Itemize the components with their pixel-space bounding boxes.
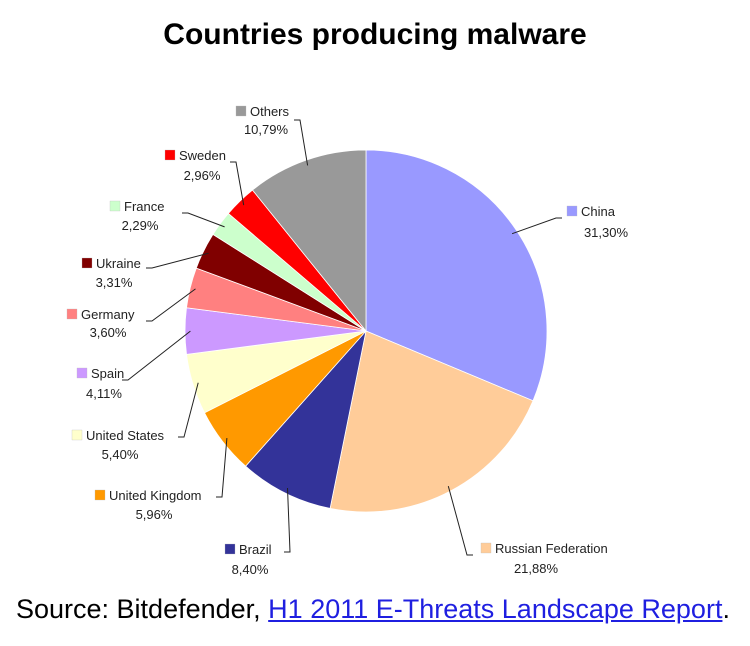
slice-label-ukraine: Ukraine — [96, 256, 141, 271]
legend-swatch-germany — [66, 308, 78, 320]
leader-line-brazil — [284, 487, 291, 553]
slice-value-united-states: 5,40% — [102, 447, 139, 462]
legend-swatch-spain — [76, 367, 88, 379]
leader-line-china — [511, 217, 562, 235]
legend-swatch-others — [235, 105, 247, 117]
leader-line-france — [182, 212, 225, 228]
slice-label-united-kingdom: United Kingdom — [109, 488, 202, 503]
leader-line-sweden — [230, 161, 245, 206]
slice-value-united-kingdom: 5,96% — [136, 507, 173, 522]
slice-value-china: 31,30% — [584, 225, 629, 240]
pie-slice-others — [251, 149, 367, 333]
legend-swatch-ukraine — [81, 257, 93, 269]
legend-swatch-france — [109, 200, 121, 212]
slice-value-sweden: 2,96% — [184, 168, 221, 183]
pie-slice-russian-federation — [329, 330, 534, 513]
source-suffix: . — [722, 594, 730, 624]
slice-value-france: 2,29% — [122, 218, 159, 233]
slice-label-france: France — [124, 199, 164, 214]
pie-slice-brazil — [245, 329, 367, 509]
leader-line-others — [294, 119, 309, 166]
leader-line-ukraine — [146, 252, 209, 269]
leader-line-united-kingdom — [216, 438, 228, 498]
slice-label-china: China — [581, 204, 616, 219]
pie-slices — [184, 149, 548, 513]
slice-value-germany: 3,60% — [90, 325, 127, 340]
slice-value-russian-federation: 21,88% — [514, 561, 559, 576]
chart-title: Countries producing malware — [163, 18, 587, 51]
leader-lines — [122, 119, 562, 556]
slice-label-germany: Germany — [81, 307, 135, 322]
source-prefix: Source: Bitdefender, — [16, 594, 269, 624]
legend-swatch-russian-federation — [480, 542, 492, 554]
slice-value-others: 10,79% — [244, 122, 289, 137]
legend-swatch-united-kingdom — [94, 489, 106, 501]
leader-line-germany — [146, 288, 196, 322]
slice-labels: China 31,30% Russian Federation 21,88% Brazi… — [66, 104, 629, 577]
source-line: Source: Bitdefender, H1 2011 E-Threats L… — [16, 594, 730, 625]
slice-label-sweden: Sweden — [179, 148, 226, 163]
slice-label-united-states: United States — [86, 428, 165, 443]
source-report-link[interactable]: H1 2011 E-Threats Landscape Report — [268, 594, 723, 624]
legend-swatch-china — [566, 205, 578, 217]
slice-value-ukraine: 3,31% — [96, 275, 133, 290]
slice-value-spain: 4,11% — [86, 386, 122, 401]
leader-line-russian-federation — [447, 485, 473, 556]
leader-line-spain — [122, 330, 191, 381]
slice-value-brazil: 8,40% — [232, 562, 269, 577]
slice-label-spain: Spain — [91, 366, 124, 381]
slice-label-brazil: Brazil — [239, 542, 272, 557]
slice-label-russian-federation: Russian Federation — [495, 541, 608, 556]
legend-swatch-sweden — [164, 149, 176, 161]
legend-swatch-brazil — [224, 543, 236, 555]
legend-swatch-united-states — [71, 429, 83, 441]
slice-label-others: Others — [250, 104, 290, 119]
pie-slice-china — [365, 149, 548, 402]
leader-line-united-states — [178, 382, 199, 438]
